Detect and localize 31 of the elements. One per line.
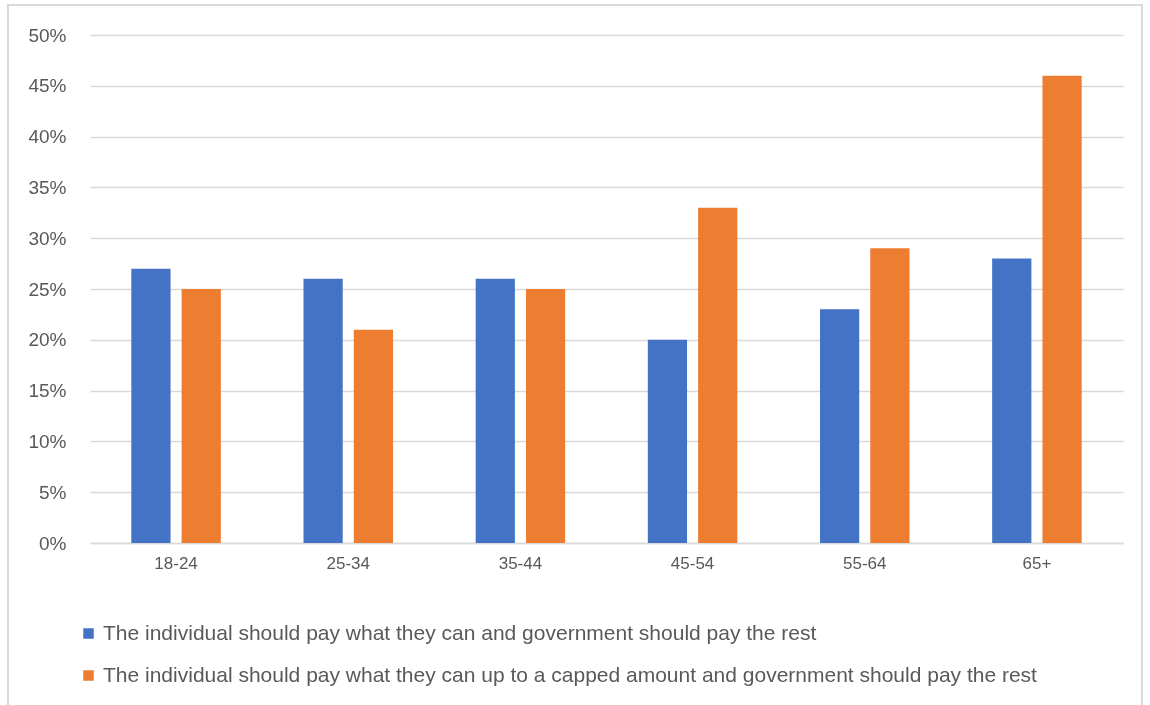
legend-label: The individual should pay what they can up to a capped amount and government should pay the rest: [103, 662, 1038, 686]
x-tick-label: 55-64: [843, 553, 887, 573]
x-tick-label: 18-24: [154, 553, 198, 573]
y-tick-label: 30%: [28, 227, 67, 249]
y-tick-label: 20%: [28, 329, 67, 351]
bar: [819, 309, 860, 543]
y-tick-label: 40%: [28, 126, 67, 148]
bar: [181, 289, 221, 543]
y-tick-label: 25%: [28, 278, 67, 300]
x-tick-label: 25-34: [326, 553, 370, 573]
legend-label: The individual should pay what they can and government should pay the rest: [103, 620, 817, 644]
y-tick-label: 45%: [28, 75, 67, 97]
bar: [475, 278, 515, 543]
bar: [698, 207, 738, 543]
bar: [525, 289, 566, 543]
y-tick-label: 0%: [39, 532, 67, 554]
bar: [353, 329, 394, 543]
x-tick-label: 65+: [1022, 553, 1052, 573]
bar: [992, 258, 1032, 543]
y-tick-label: 10%: [28, 430, 67, 452]
y-tick-label: 5%: [39, 481, 67, 503]
bar: [303, 278, 343, 543]
x-tick-label: 45-54: [670, 553, 715, 573]
y-tick-label: 15%: [28, 380, 67, 402]
y-tick-label: 35%: [28, 176, 67, 198]
x-tick-label: 35-44: [498, 553, 543, 573]
bar: [131, 268, 171, 543]
bar: [870, 248, 910, 543]
y-tick-label: 50%: [28, 24, 67, 46]
bar: [647, 339, 688, 543]
bar: [1042, 75, 1082, 543]
